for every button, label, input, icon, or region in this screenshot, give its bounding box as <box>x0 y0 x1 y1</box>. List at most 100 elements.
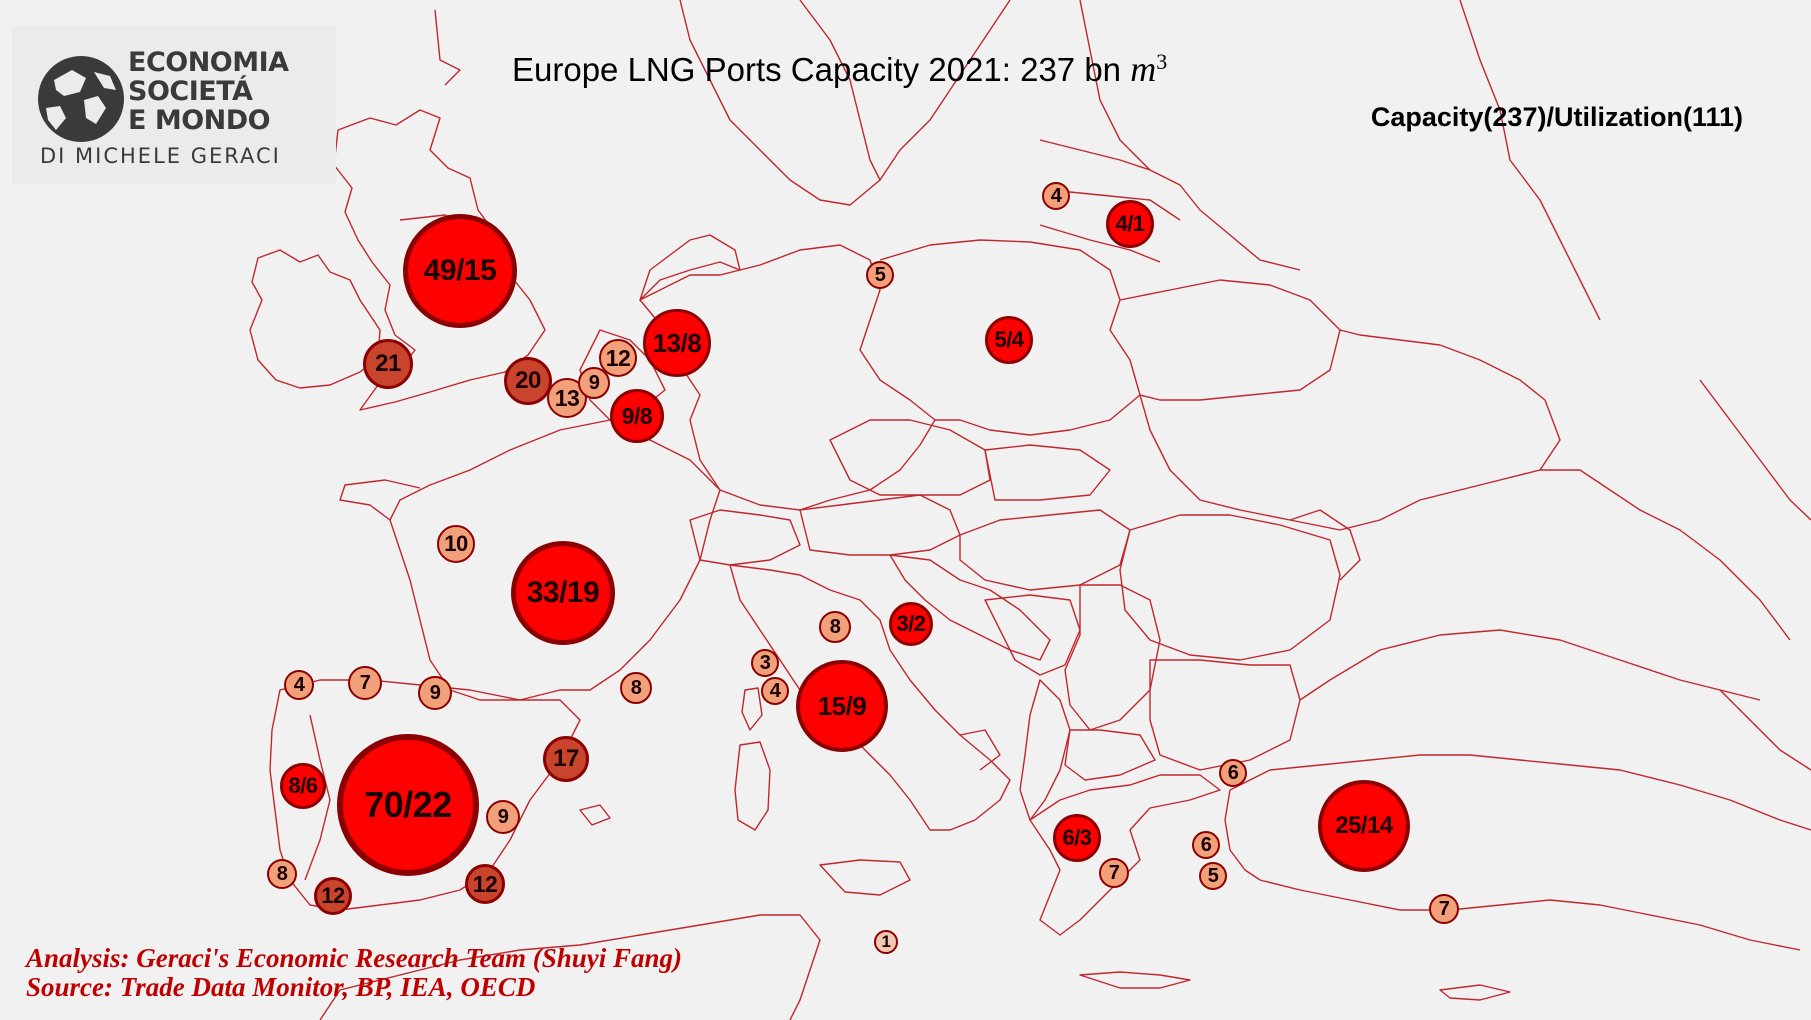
port-marker: 21 <box>363 339 413 389</box>
port-marker-label: 12 <box>321 883 345 908</box>
port-marker-label: 8 <box>630 676 642 699</box>
port-marker: 13 <box>547 378 587 418</box>
port-marker: 8 <box>620 672 652 704</box>
port-marker-label: 49/15 <box>423 254 497 287</box>
border-slovakia <box>984 444 1111 501</box>
border-crete <box>1079 971 1191 989</box>
port-marker: 8/6 <box>280 763 326 809</box>
port-marker-label: 3/2 <box>896 611 926 636</box>
map-title-unit-exponent: 3 <box>1156 49 1168 74</box>
port-marker: 6/3 <box>1053 814 1101 862</box>
border-baltics <box>1039 139 1301 271</box>
border-poland <box>879 239 1141 436</box>
legend-label: Capacity(237)/Utilization(111) <box>1370 102 1743 132</box>
port-marker: 12 <box>599 339 637 377</box>
port-marker-label: 15/9 <box>817 690 867 721</box>
border-germany <box>639 244 936 511</box>
port-marker-label: 4/1 <box>1115 211 1145 236</box>
port-marker-label: 4 <box>769 679 781 702</box>
port-marker: 3/2 <box>889 602 933 646</box>
border-czech <box>829 419 991 496</box>
logo-line-3: E MONDO <box>128 105 271 136</box>
port-marker: 6 <box>1192 831 1220 859</box>
port-marker-label: 6/3 <box>1062 825 1092 850</box>
port-marker-label: 13 <box>554 384 580 411</box>
port-marker-label: 6 <box>1227 761 1239 784</box>
port-marker: 5 <box>866 261 894 289</box>
port-marker: 25/14 <box>1318 780 1410 872</box>
port-marker: 3 <box>751 649 779 677</box>
map-title: Europe LNG Ports Capacity 2021: 237 bn m… <box>512 48 1167 90</box>
port-marker-label: 20 <box>515 367 541 394</box>
port-marker: 4/1 <box>1106 200 1154 248</box>
port-marker-label: 12 <box>472 870 498 897</box>
port-marker: 12 <box>465 864 505 904</box>
border-hungary <box>959 509 1131 591</box>
port-marker-label: 7 <box>359 671 371 694</box>
map-title-text: Europe LNG Ports Capacity 2021: 237 bn <box>512 51 1131 88</box>
port-marker: 17 <box>543 736 589 782</box>
border-iceland-frag <box>434 9 461 86</box>
port-marker-label: 5 <box>874 263 886 286</box>
border-north-africa <box>339 914 821 1020</box>
port-marker-label: 8/6 <box>288 773 318 798</box>
border-austria <box>799 494 961 556</box>
border-norway-sweden <box>799 0 881 181</box>
border-italy-boot <box>959 729 1001 771</box>
port-marker-label: 5 <box>1207 864 1219 887</box>
port-marker-label: 7 <box>1438 897 1450 920</box>
map-title-unit: m <box>1130 49 1157 89</box>
border-ukraine <box>1139 329 1561 531</box>
border-turkey-west <box>1224 789 1261 881</box>
port-marker: 70/22 <box>337 734 479 876</box>
port-marker-label: 9 <box>429 681 441 704</box>
port-marker: 8 <box>267 859 297 889</box>
port-marker-label: 1 <box>881 932 891 951</box>
port-marker-label: 6 <box>1200 833 1212 856</box>
logo-subtitle: DI MICHELE GERACI <box>40 144 281 168</box>
port-marker: 9 <box>418 676 452 710</box>
port-marker-label: 4 <box>1050 184 1062 207</box>
port-marker: 4 <box>284 670 314 700</box>
border-scandinavia <box>679 0 1011 206</box>
border-sardinia <box>734 741 771 831</box>
logo-line-2: SOCIETÁ <box>128 76 253 107</box>
logo-line-1: ECONOMIA <box>128 47 289 78</box>
border-montenegro-albania <box>1019 679 1071 821</box>
border-turkey-south <box>1259 879 1801 951</box>
port-marker: 9 <box>486 800 520 834</box>
border-greece <box>1029 774 1221 936</box>
border-sicily <box>819 859 911 896</box>
port-marker: 4 <box>761 677 789 705</box>
border-bulgaria <box>1149 659 1301 771</box>
port-marker-label: 9 <box>497 805 509 828</box>
border-france <box>389 419 721 701</box>
credits-analysis: Analysis: Geraci's Economic Research Tea… <box>26 943 683 973</box>
port-marker-label: 70/22 <box>364 784 452 825</box>
port-marker: 13/8 <box>643 309 711 377</box>
port-marker-label: 8 <box>829 615 841 638</box>
port-marker: 49/15 <box>403 214 517 328</box>
port-marker-label: 7 <box>1108 861 1120 884</box>
port-marker: 9 <box>578 367 610 399</box>
globe-icon <box>38 56 124 142</box>
border-cyprus <box>1439 984 1511 1001</box>
border-latvia <box>1049 189 1181 221</box>
border-caucasus <box>1719 689 1811 771</box>
port-marker-label: 12 <box>605 344 631 371</box>
port-marker-label: 5/4 <box>994 327 1024 352</box>
border-corsica <box>741 687 763 731</box>
port-marker-label: 33/19 <box>526 576 600 609</box>
port-marker: 5/4 <box>985 316 1033 364</box>
border-slovenia-croatia <box>889 554 1051 661</box>
border-east <box>1699 379 1811 521</box>
port-marker-label: 17 <box>553 745 579 772</box>
border-portugal <box>304 714 331 881</box>
port-marker-label: 9 <box>588 371 600 394</box>
port-marker: 10 <box>437 525 475 563</box>
port-marker: 1 <box>874 930 898 954</box>
border-britain <box>333 109 546 411</box>
port-marker-label: 8 <box>276 862 288 885</box>
port-marker-label: 25/14 <box>1335 812 1393 839</box>
port-marker: 33/19 <box>511 541 615 645</box>
